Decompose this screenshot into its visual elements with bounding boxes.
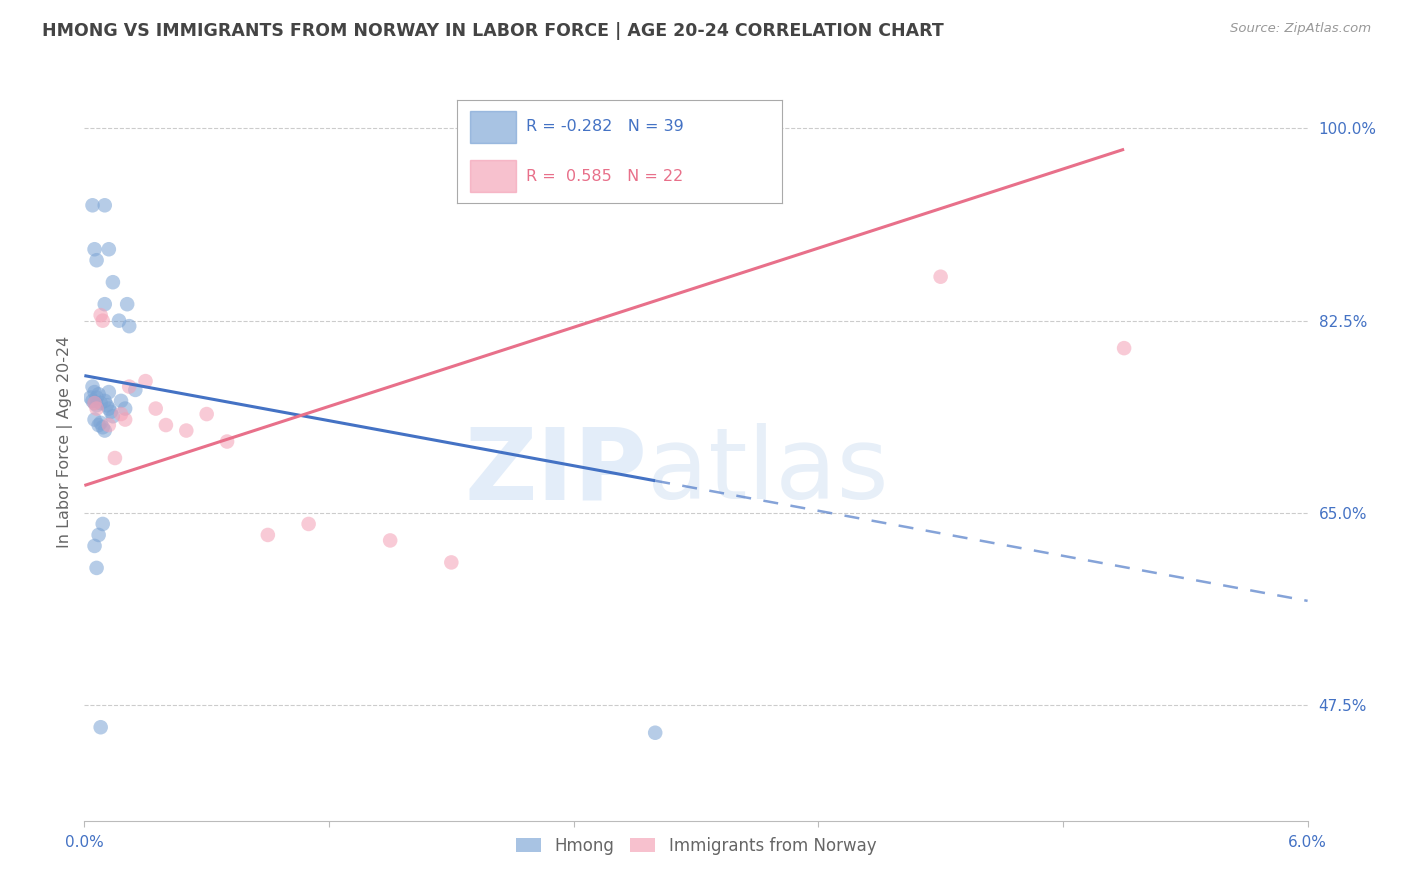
Point [644,165,666,179]
Point [83,385,105,400]
Point [93,198,115,212]
Text: Source: ZipAtlas.com: Source: ZipAtlas.com [1230,22,1371,36]
Point [97,418,120,433]
Point [108,313,131,327]
Point [83,242,105,256]
Point [145,401,167,416]
Point [644,725,666,739]
Point [110,393,132,408]
Point [155,418,177,433]
Point [115,297,138,311]
Point [91,313,114,327]
Text: ZIP: ZIP [464,424,647,520]
Text: HMONG VS IMMIGRANTS FROM NORWAY IN LABOR FORCE | AGE 20-24 CORRELATION CHART: HMONG VS IMMIGRANTS FROM NORWAY IN LABOR… [42,22,943,40]
Point [100,405,122,419]
Point [82,198,104,212]
Point [83,396,105,410]
Point [87,387,110,401]
Point [91,420,114,434]
Point [79,391,101,405]
Point [104,450,127,465]
Point [195,407,218,421]
Point [1114,341,1136,355]
Point [118,379,141,393]
Point [217,434,239,449]
Point [93,424,115,438]
Y-axis label: In Labor Force | Age 20-24: In Labor Force | Age 20-24 [58,335,73,548]
Point [174,424,197,438]
Point [118,319,141,334]
Point [298,516,321,531]
Point [380,533,402,548]
Point [90,720,112,734]
Point [86,401,108,416]
Point [97,401,120,416]
Point [87,528,110,542]
Point [101,275,124,289]
Point [97,385,120,400]
Point [135,374,157,388]
Point [90,308,112,322]
Point [91,516,114,531]
Point [96,398,118,412]
Point [110,407,132,421]
Point [86,561,108,575]
Point [82,379,104,393]
Point [929,269,952,284]
Text: atlas: atlas [647,424,889,520]
Point [101,409,124,424]
Point [90,416,112,430]
Point [97,242,120,256]
Point [86,391,108,405]
Point [114,412,136,426]
Point [93,297,115,311]
Point [83,539,105,553]
Point [114,401,136,416]
Point [86,253,108,268]
Legend: Hmong, Immigrants from Norway: Hmong, Immigrants from Norway [509,830,883,862]
Point [82,393,104,408]
Point [86,398,108,412]
Point [257,528,280,542]
Point [87,418,110,433]
Point [93,393,115,408]
Point [124,383,146,397]
Point [440,556,463,570]
Point [83,412,105,426]
Point [90,396,112,410]
Point [83,396,105,410]
